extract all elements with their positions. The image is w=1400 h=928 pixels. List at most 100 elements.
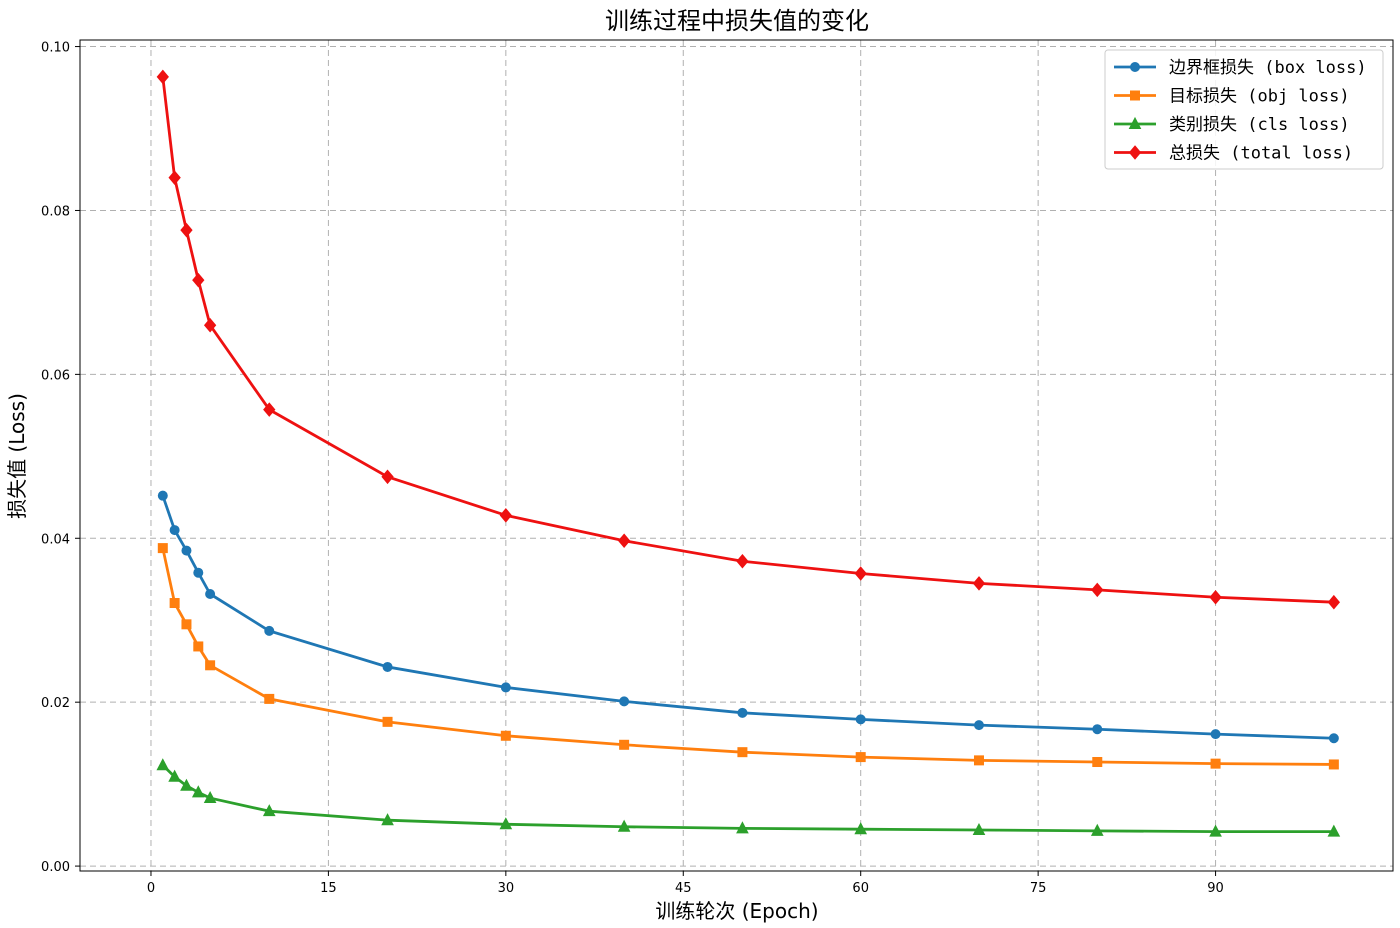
data-point xyxy=(180,222,193,238)
x-tick-label: 0 xyxy=(147,881,155,896)
legend-entry: 总损失 (total loss) xyxy=(1114,144,1353,164)
data-point xyxy=(1210,729,1221,740)
data-point xyxy=(157,543,168,554)
data-point xyxy=(972,822,986,836)
series-line xyxy=(161,495,1334,740)
legend-entry: 边界框损失 (box loss) xyxy=(1114,58,1367,78)
y-axis-label: 损失值 (Loss) xyxy=(5,393,29,519)
data-point xyxy=(855,714,866,725)
data-point xyxy=(169,598,180,609)
y-axis-ticks: 0.00 0.02 0.04 0.06 0.08 0.10 xyxy=(41,41,80,875)
data-point xyxy=(1090,823,1104,836)
series-triangle xyxy=(156,758,1341,837)
data-point xyxy=(1328,759,1339,770)
legend-marker xyxy=(1128,145,1142,160)
data-point xyxy=(169,525,180,536)
legend-marker xyxy=(1130,90,1140,101)
data-point xyxy=(1210,758,1221,769)
data-point xyxy=(156,758,170,771)
data-point xyxy=(500,682,511,693)
data-point xyxy=(157,490,168,501)
y-tick-label: 0.04 xyxy=(41,532,70,547)
data-point xyxy=(1092,724,1103,735)
y-tick-label: 0.08 xyxy=(41,204,70,219)
data-point xyxy=(203,317,217,333)
legend-marker xyxy=(1130,62,1140,72)
data-point xyxy=(854,822,868,835)
data-point xyxy=(168,769,181,782)
data-point xyxy=(382,661,393,672)
data-point xyxy=(262,804,276,817)
x-axis-ticks: 0 15 30 45 60 75 90 xyxy=(147,871,1224,896)
legend-label: 类别损失 (cls loss) xyxy=(1169,115,1350,135)
legend-label: 目标损失 (obj loss) xyxy=(1169,87,1350,107)
data-point xyxy=(1328,733,1339,744)
data-point xyxy=(180,778,193,791)
data-point xyxy=(972,576,986,591)
x-tick-label: 15 xyxy=(320,881,337,896)
data-point xyxy=(617,819,631,832)
series-diamond xyxy=(156,69,1341,610)
plot-series xyxy=(156,69,1341,837)
data-point xyxy=(1209,824,1222,837)
chart-title: 训练过程中损失值的变化 xyxy=(605,7,869,35)
data-point xyxy=(264,693,275,704)
data-point xyxy=(381,469,394,485)
x-tick-label: 90 xyxy=(1207,881,1224,896)
data-point xyxy=(1209,590,1222,605)
data-point xyxy=(500,730,511,741)
x-tick-label: 45 xyxy=(675,881,692,896)
data-point xyxy=(736,553,749,569)
y-tick-label: 0.02 xyxy=(41,696,70,711)
series-square xyxy=(157,543,1339,770)
x-tick-label: 75 xyxy=(1030,881,1047,896)
data-point xyxy=(381,813,394,826)
plot-frame xyxy=(79,39,1394,872)
data-point xyxy=(1091,582,1104,598)
data-point xyxy=(499,508,512,523)
y-tick-label: 0.10 xyxy=(41,41,70,56)
x-axis-label: 训练轮次 (Epoch) xyxy=(655,899,818,923)
y-tick-label: 0.00 xyxy=(41,860,70,875)
x-tick-label: 60 xyxy=(852,881,869,896)
series-line xyxy=(161,764,1334,834)
data-point xyxy=(973,720,984,731)
legend-label: 边界框损失 (box loss) xyxy=(1169,58,1367,78)
legend-entry: 类别损失 (cls loss) xyxy=(1114,115,1350,135)
legend-entry: 目标损失 (obj loss) xyxy=(1114,87,1350,107)
legend: 边界框损失 (box loss) 目标损失 (obj loss) 类别损失 (cls… xyxy=(1104,49,1384,170)
data-point xyxy=(737,747,748,758)
data-point xyxy=(1327,594,1341,610)
x-tick-label: 30 xyxy=(498,881,515,896)
data-point xyxy=(192,272,205,288)
data-point xyxy=(1092,757,1103,768)
data-point xyxy=(499,817,513,830)
legend-marker xyxy=(1128,116,1142,129)
data-point xyxy=(203,790,217,804)
series-circle xyxy=(157,490,1339,744)
data-point xyxy=(854,566,867,581)
data-point xyxy=(736,821,749,834)
data-point xyxy=(263,402,276,417)
data-point xyxy=(737,707,748,718)
data-point xyxy=(973,755,984,766)
legend-box xyxy=(1104,49,1384,170)
data-point xyxy=(619,739,630,750)
legend-label: 总损失 (total loss) xyxy=(1169,144,1353,164)
data-point xyxy=(617,533,631,549)
data-point xyxy=(264,625,275,636)
data-point xyxy=(191,785,205,798)
data-point xyxy=(205,589,216,599)
data-point xyxy=(855,752,866,763)
y-tick-label: 0.06 xyxy=(41,368,70,383)
data-point xyxy=(193,641,204,652)
data-point xyxy=(205,660,216,671)
data-point xyxy=(181,545,192,556)
data-point xyxy=(619,696,630,707)
data-point xyxy=(168,170,181,185)
data-point xyxy=(156,69,169,85)
data-point xyxy=(193,567,204,578)
data-point xyxy=(181,619,192,630)
data-point xyxy=(382,716,393,727)
